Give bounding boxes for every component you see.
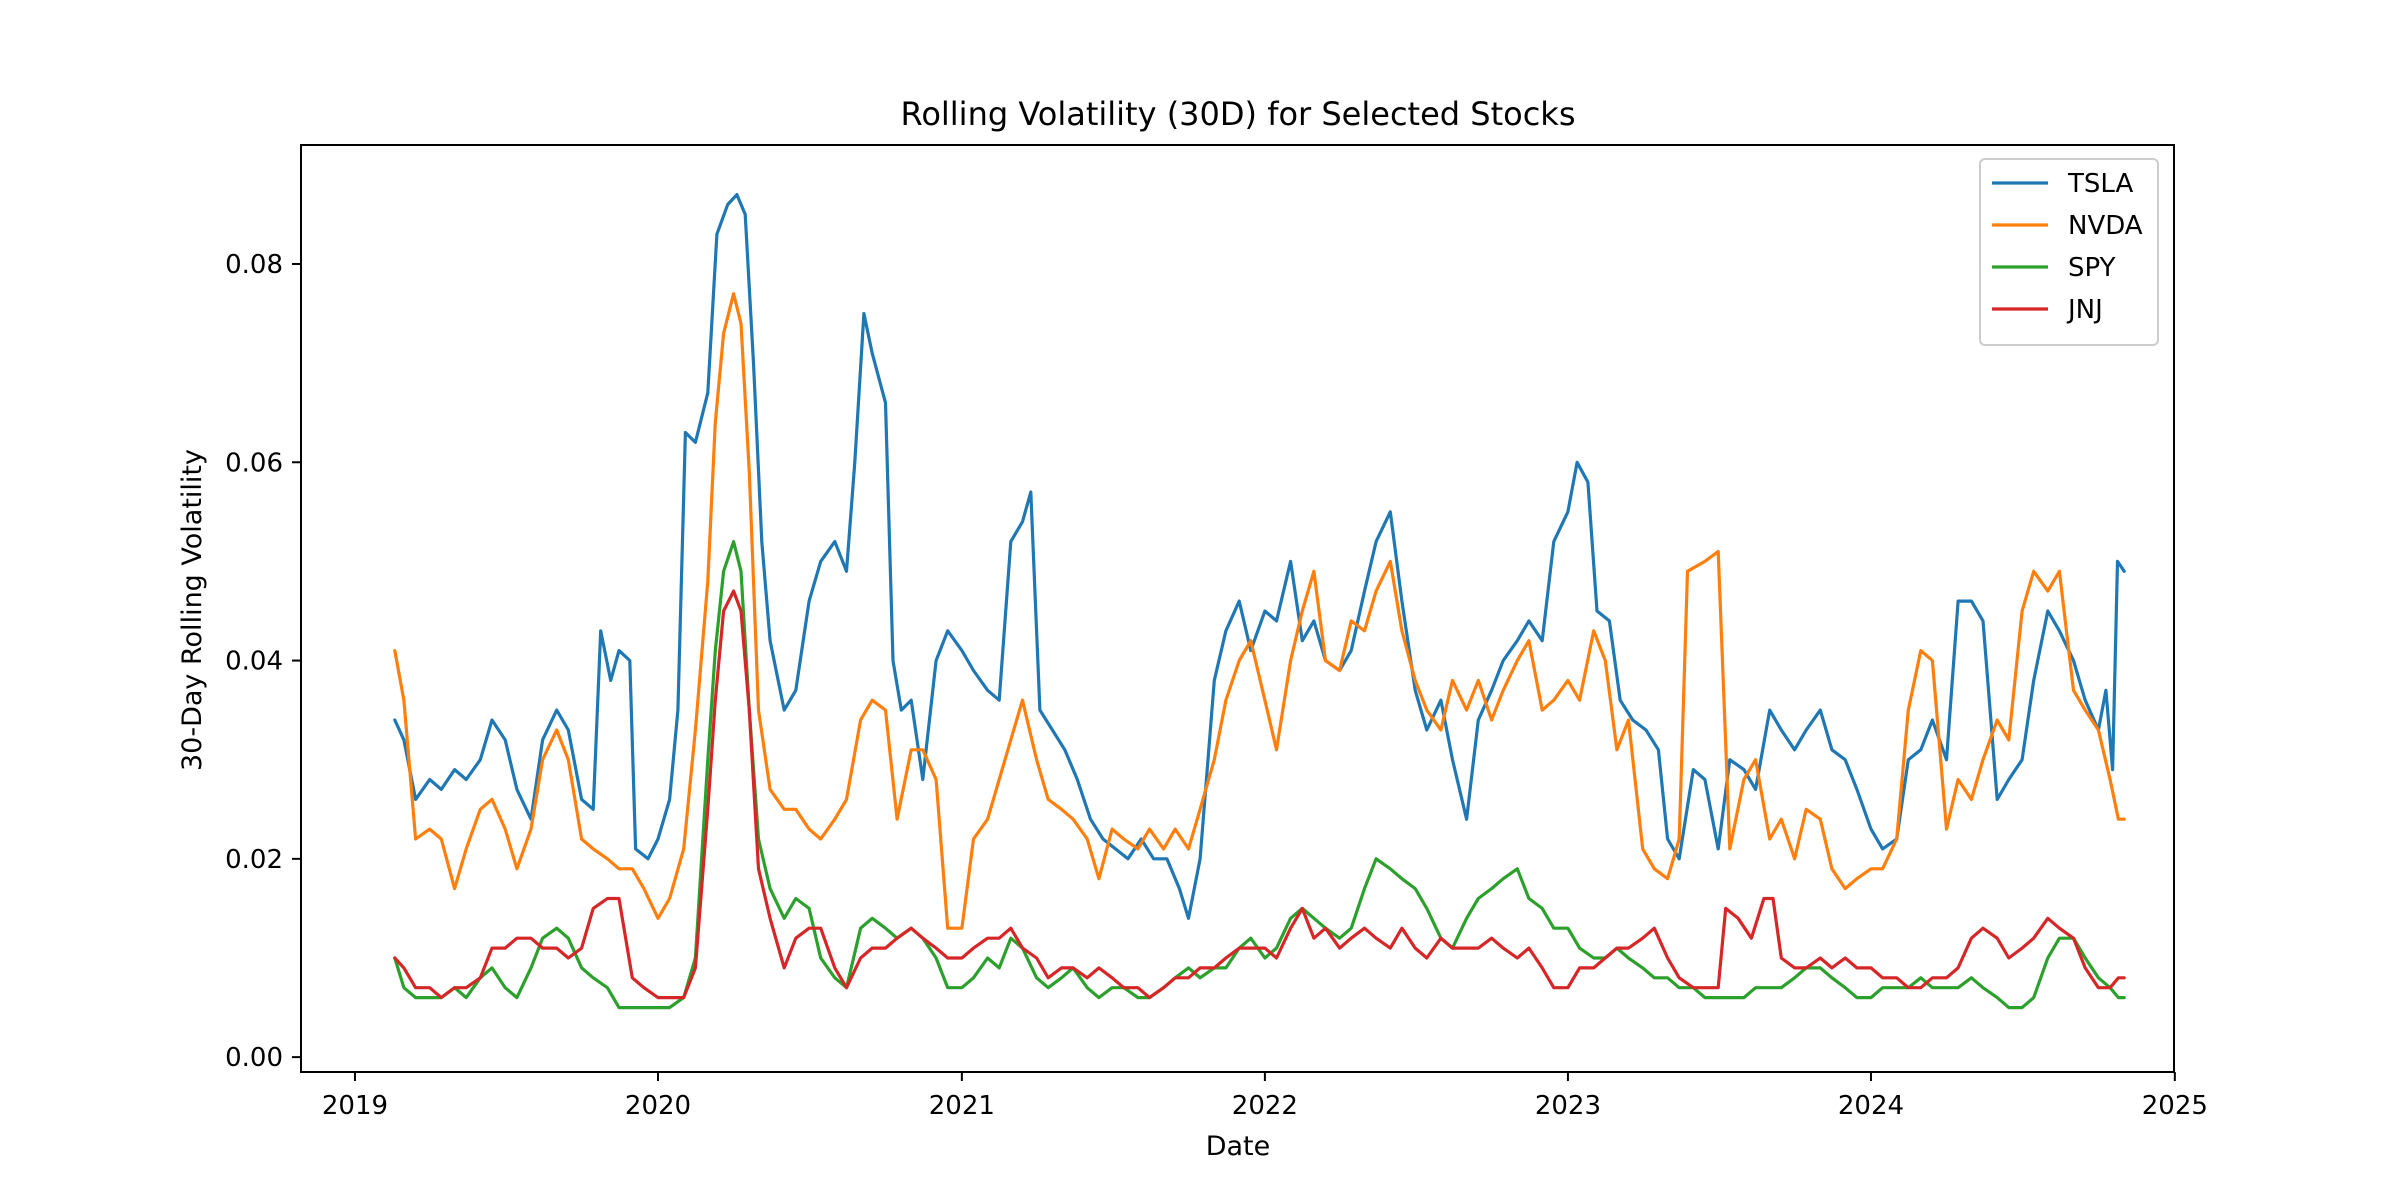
y-tick-label: 0.00 [225, 1043, 283, 1073]
legend-box [1979, 158, 2159, 346]
series-line-tsla [393, 193, 2126, 920]
chart-title: Rolling Volatility (30D) for Selected St… [901, 95, 1576, 133]
legend-label-jnj: JNJ [2066, 295, 2103, 325]
x-tick-label: 2022 [1232, 1091, 1298, 1121]
legend-label-spy: SPY [2068, 253, 2116, 283]
x-tick-label: 2023 [1535, 1091, 1601, 1121]
y-tick-label: 0.04 [225, 647, 283, 677]
y-tick-label: 0.08 [225, 250, 283, 280]
series-line-jnj [393, 589, 2126, 1000]
legend: TSLA NVDA SPY JNJ [1979, 158, 2159, 346]
y-axis-label: 30-Day Rolling Volatility [177, 449, 208, 771]
x-tick-label: 2019 [322, 1091, 388, 1121]
legend-label-nvda: NVDA [2068, 211, 2143, 241]
y-tick-label: 0.02 [225, 845, 283, 875]
x-tick-label: 2020 [625, 1091, 691, 1121]
plot-frame [300, 144, 2175, 1073]
series-line-nvda [393, 292, 2126, 930]
x-tick-label: 2021 [929, 1091, 995, 1121]
x-tick-label: 2024 [1838, 1091, 1904, 1121]
y-tick-label: 0.06 [225, 448, 283, 478]
series-layer [393, 193, 2126, 1010]
y-axis-ticks: 0.00 0.02 0.04 0.06 0.08 [225, 250, 301, 1073]
x-axis-ticks: 2019 2020 2021 2022 2023 2024 2025 [322, 1072, 2208, 1121]
x-axis-label: Date [1206, 1131, 1271, 1162]
legend-label-tsla: TSLA [2067, 169, 2133, 199]
x-tick-label: 2025 [2142, 1091, 2208, 1121]
